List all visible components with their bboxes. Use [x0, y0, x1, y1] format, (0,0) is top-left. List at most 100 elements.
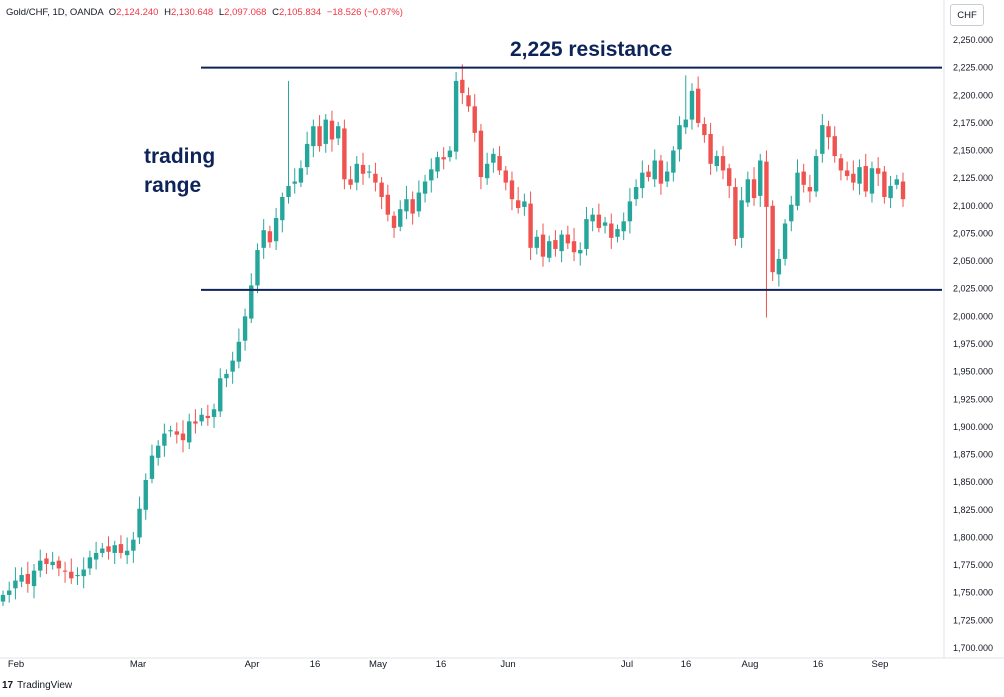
tradingview-logo[interactable]: 17 TradingView	[2, 680, 72, 691]
x-tick-label: 16	[813, 659, 824, 670]
candle-body	[702, 124, 707, 136]
candle-body	[534, 236, 539, 248]
candle-body	[559, 234, 564, 252]
candle-body	[447, 150, 453, 158]
candle-body	[745, 179, 751, 203]
candle-body	[733, 187, 738, 239]
candle-body	[93, 552, 99, 560]
candle-body	[758, 160, 763, 196]
candle-body	[25, 573, 31, 584]
y-tick-label: 1,775.000	[953, 560, 993, 570]
candle-body	[838, 158, 844, 171]
candle-body	[87, 557, 93, 569]
candle-body	[547, 241, 552, 258]
candle-body	[714, 156, 719, 167]
candle-body	[62, 570, 68, 572]
candle-body	[652, 160, 657, 180]
candle-body	[633, 187, 639, 200]
candle-body	[286, 185, 291, 197]
y-tick-label: 1,700.000	[953, 643, 993, 653]
candle-body	[112, 545, 117, 553]
close-value: 2,105.834	[278, 7, 322, 18]
symbol-legend: Gold/CHF, 1D, OANDA O2,124.240 H2,130.64…	[6, 7, 403, 18]
candle-body	[739, 200, 744, 238]
candle-body	[801, 171, 806, 185]
candle-body	[689, 90, 695, 120]
candle-body	[658, 160, 664, 184]
candle-body	[44, 558, 49, 564]
currency-button[interactable]: CHF	[950, 4, 984, 26]
x-tick-label: May	[369, 659, 387, 670]
candle-body	[174, 431, 179, 435]
y-tick-label: 1,725.000	[953, 615, 993, 625]
candle-body	[751, 179, 757, 199]
x-tick-label: Aug	[742, 659, 759, 670]
y-tick-label: 1,850.000	[953, 477, 993, 487]
candle-body	[50, 561, 55, 566]
open-key: O	[108, 7, 117, 18]
open-value: 2,124.240	[116, 7, 159, 18]
candle-body	[131, 539, 136, 551]
y-tick-label: 2,250.000	[953, 35, 993, 45]
candle-body	[385, 194, 391, 215]
candle-body	[571, 241, 577, 253]
candle-body	[218, 378, 223, 412]
candle-body	[875, 168, 881, 174]
y-tick-label: 2,075.000	[953, 228, 993, 238]
candle-body	[224, 373, 229, 379]
y-tick-label: 2,125.000	[953, 173, 993, 183]
candle-body	[727, 168, 732, 186]
x-tick-label: Apr	[245, 659, 260, 670]
candle-body	[844, 170, 850, 176]
candle-body	[236, 341, 242, 362]
trading-range-annotation: trading range	[144, 142, 215, 200]
y-tick-label: 1,825.000	[953, 505, 993, 515]
y-tick-label: 2,200.000	[953, 90, 993, 100]
candle-body	[720, 156, 726, 171]
candle-body	[472, 106, 477, 133]
candle-body	[807, 187, 813, 192]
candle-body	[280, 196, 285, 221]
candle-body	[255, 250, 260, 286]
candle-body	[683, 119, 688, 128]
candle-body	[553, 240, 558, 249]
candle-body	[540, 234, 546, 257]
x-tick-label: 16	[681, 659, 692, 670]
candle-body	[31, 570, 37, 587]
tradingview-logo-text: TradingView	[17, 680, 73, 691]
candle-body	[851, 173, 856, 183]
candle-body	[826, 126, 831, 138]
candle-body	[335, 126, 341, 139]
candle-body	[695, 88, 701, 123]
candle-body	[404, 199, 409, 212]
x-tick-label: Mar	[130, 659, 146, 670]
candle-body	[528, 203, 533, 248]
y-tick-label: 2,025.000	[953, 284, 993, 294]
candle-body	[124, 550, 130, 556]
candle-body	[267, 231, 273, 243]
candle-body	[565, 234, 571, 244]
candle-body	[888, 185, 893, 199]
candle-body	[0, 594, 6, 602]
candle-body	[317, 126, 322, 147]
y-tick-label: 1,975.000	[953, 339, 993, 349]
candle-body	[75, 575, 80, 577]
candle-body	[242, 316, 248, 341]
candle-body	[155, 445, 161, 458]
candle-body	[484, 163, 490, 179]
candle-body	[782, 223, 788, 259]
candle-body	[503, 170, 508, 183]
candle-body	[640, 172, 645, 189]
candle-body	[894, 179, 899, 185]
candle-body	[646, 171, 651, 178]
candle-body	[627, 201, 633, 222]
candle-body	[187, 421, 192, 443]
candle-body	[882, 171, 887, 197]
candle-body	[69, 571, 74, 579]
candle-body	[292, 181, 297, 184]
candle-body	[621, 221, 626, 232]
y-tick-label: 1,950.000	[953, 367, 993, 377]
y-tick-label: 2,175.000	[953, 118, 993, 128]
candle-body	[509, 180, 515, 200]
